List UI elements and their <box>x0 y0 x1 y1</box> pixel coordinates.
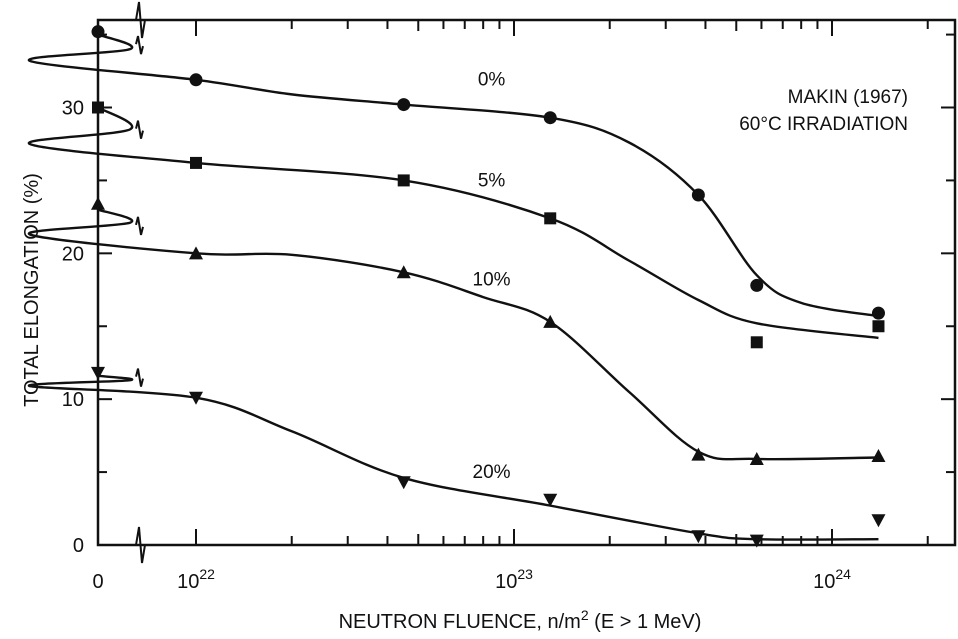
x-tick-label: 1024 <box>813 566 851 593</box>
data-point-series-1 <box>872 320 885 333</box>
data-point-series-0 <box>871 306 885 320</box>
annotation-line-2: 60°C IRRADIATION <box>739 114 908 135</box>
data-point-series-2 <box>691 447 706 461</box>
x-tick-label: 1022 <box>177 566 215 593</box>
data-point-series-1 <box>544 212 557 225</box>
series-label-0: 0% <box>478 70 506 91</box>
curve-break-mark <box>135 368 144 387</box>
data-point-series-3 <box>189 391 203 405</box>
x-axis-title: NEUTRON FLUENCE, n/m2 (E > 1 MeV) <box>339 607 702 633</box>
y-tick-label: 10 <box>62 389 84 411</box>
data-point-series-1 <box>397 174 410 187</box>
series-line-3 <box>27 374 879 541</box>
x-tick-label: 0 <box>92 571 103 593</box>
data-point-series-2 <box>396 265 411 279</box>
y-tick-label: 20 <box>62 243 84 265</box>
annotation-line-1: MAKIN (1967) <box>788 87 908 108</box>
y-tick-label: 0 <box>73 535 84 557</box>
data-point-series-0 <box>189 73 203 87</box>
data-point-series-3 <box>749 534 764 548</box>
curve-break-mark <box>135 35 144 55</box>
y-axis-title: TOTAL ELONGATION (%) <box>21 173 43 407</box>
series-line-1 <box>27 106 879 340</box>
data-point-series-0 <box>750 278 764 292</box>
data-point-series-1 <box>750 336 763 349</box>
data-point-series-3 <box>91 366 105 380</box>
series-label-1: 5% <box>478 170 506 191</box>
data-point-series-2 <box>189 246 203 260</box>
data-point-series-2 <box>543 314 558 328</box>
data-point-series-2 <box>91 196 105 210</box>
data-point-series-0 <box>691 188 705 202</box>
axis-break-top <box>135 1 146 39</box>
data-point-series-3 <box>871 514 886 528</box>
data-point-series-1 <box>92 101 104 114</box>
data-point-series-3 <box>691 530 706 544</box>
data-point-series-1 <box>190 156 202 169</box>
axis-break-bottom <box>135 526 146 564</box>
data-point-series-3 <box>396 476 411 490</box>
series-markers <box>91 25 886 548</box>
x-tick-label: 1023 <box>495 566 533 593</box>
series-line-0 <box>27 33 879 318</box>
series-label-2: 10% <box>473 269 511 290</box>
curve-break-mark <box>135 120 144 139</box>
x-axis-title-main: NEUTRON FLUENCE, n/m <box>339 611 581 633</box>
data-point-series-2 <box>871 449 886 463</box>
curve-break-mark <box>135 216 144 236</box>
data-point-series-0 <box>543 111 557 125</box>
data-point-series-0 <box>397 98 411 112</box>
data-point-series-3 <box>543 493 558 507</box>
series-label-3: 20% <box>473 462 511 483</box>
series-line-2 <box>27 208 879 461</box>
data-point-series-2 <box>749 451 764 465</box>
x-axis-title-sup: 2 <box>581 607 589 623</box>
y-tick-label: 30 <box>62 98 84 120</box>
series-labels: 0% 5% 10% 20% <box>473 70 511 483</box>
x-axis-title-suffix: (E > 1 MeV) <box>589 611 702 633</box>
data-point-series-0 <box>91 25 105 39</box>
